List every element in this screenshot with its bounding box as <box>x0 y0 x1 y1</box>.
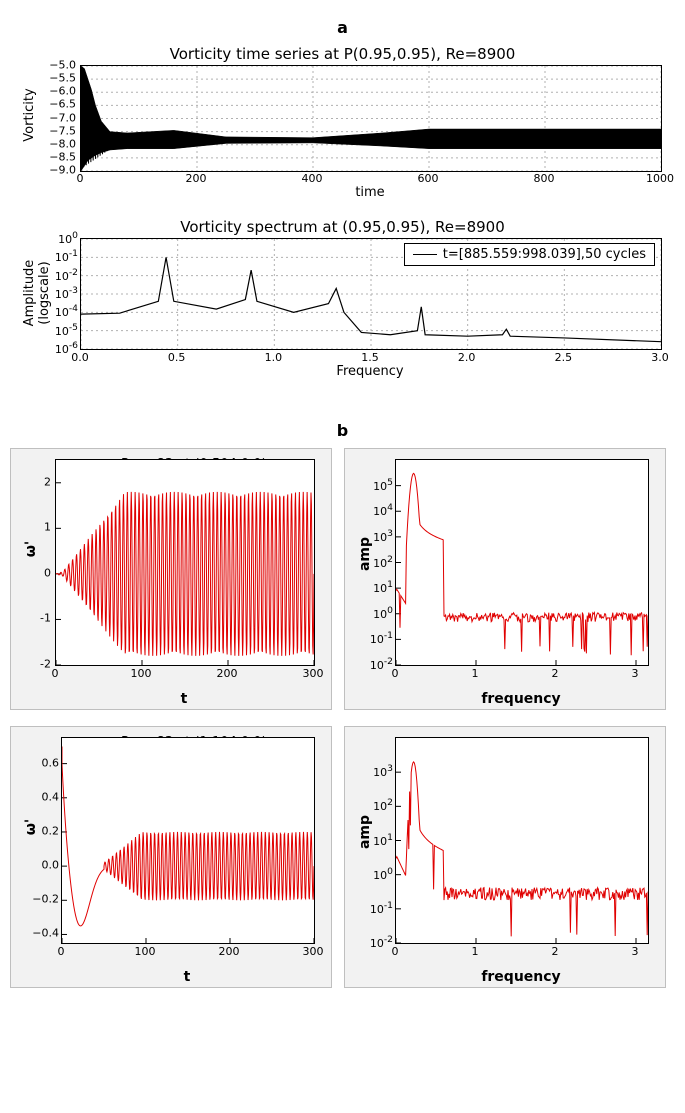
legend-line-icon <box>413 254 437 255</box>
chart-b4-xlabel: frequency <box>395 969 647 985</box>
chart-b4-plot <box>395 737 649 944</box>
chart-b3-plot <box>61 737 315 944</box>
chart-b1-ylabel: ω' <box>23 499 39 599</box>
chart-a2: Vorticity spectrum at (0.95,0.95), Re=89… <box>10 218 675 393</box>
chart-a2-plot: t=[885.559:998.039],50 cycles <box>80 238 662 350</box>
chart-a2-legend-text: t=[885.559:998.039],50 cycles <box>443 247 646 262</box>
chart-a2-legend: t=[885.559:998.039],50 cycles <box>404 243 655 266</box>
chart-a1: Vorticity time series at P(0.95,0.95), R… <box>10 45 675 210</box>
panel-b3: Re = 83 at (1.104,0.0) ω' t 0100200300−0… <box>10 726 332 988</box>
chart-b2-xlabel: frequency <box>395 691 647 707</box>
chart-a2-xlabel: Frequency <box>80 364 660 379</box>
panel-b4: amp frequency 012310-210-1100101102103 <box>344 726 666 988</box>
section-b-label: b <box>10 421 675 440</box>
chart-a1-xlabel: time <box>80 185 660 200</box>
chart-b1-plot <box>55 459 315 666</box>
chart-a1-plot <box>80 65 662 172</box>
section-a-label: a <box>10 18 675 37</box>
chart-a2-title: Vorticity spectrum at (0.95,0.95), Re=89… <box>10 218 675 236</box>
panel-b1: Re = 83 at (0.504,0.0) ω' t 0100200300-2… <box>10 448 332 710</box>
chart-a1-ylabel: Vorticity <box>22 65 37 165</box>
chart-b3-xlabel: t <box>61 969 313 985</box>
chart-b1-xlabel: t <box>55 691 313 707</box>
chart-a1-title: Vorticity time series at P(0.95,0.95), R… <box>10 45 675 63</box>
chart-b2-plot <box>395 459 649 666</box>
panel-b2: amp frequency 012310-210-110010110210310… <box>344 448 666 710</box>
